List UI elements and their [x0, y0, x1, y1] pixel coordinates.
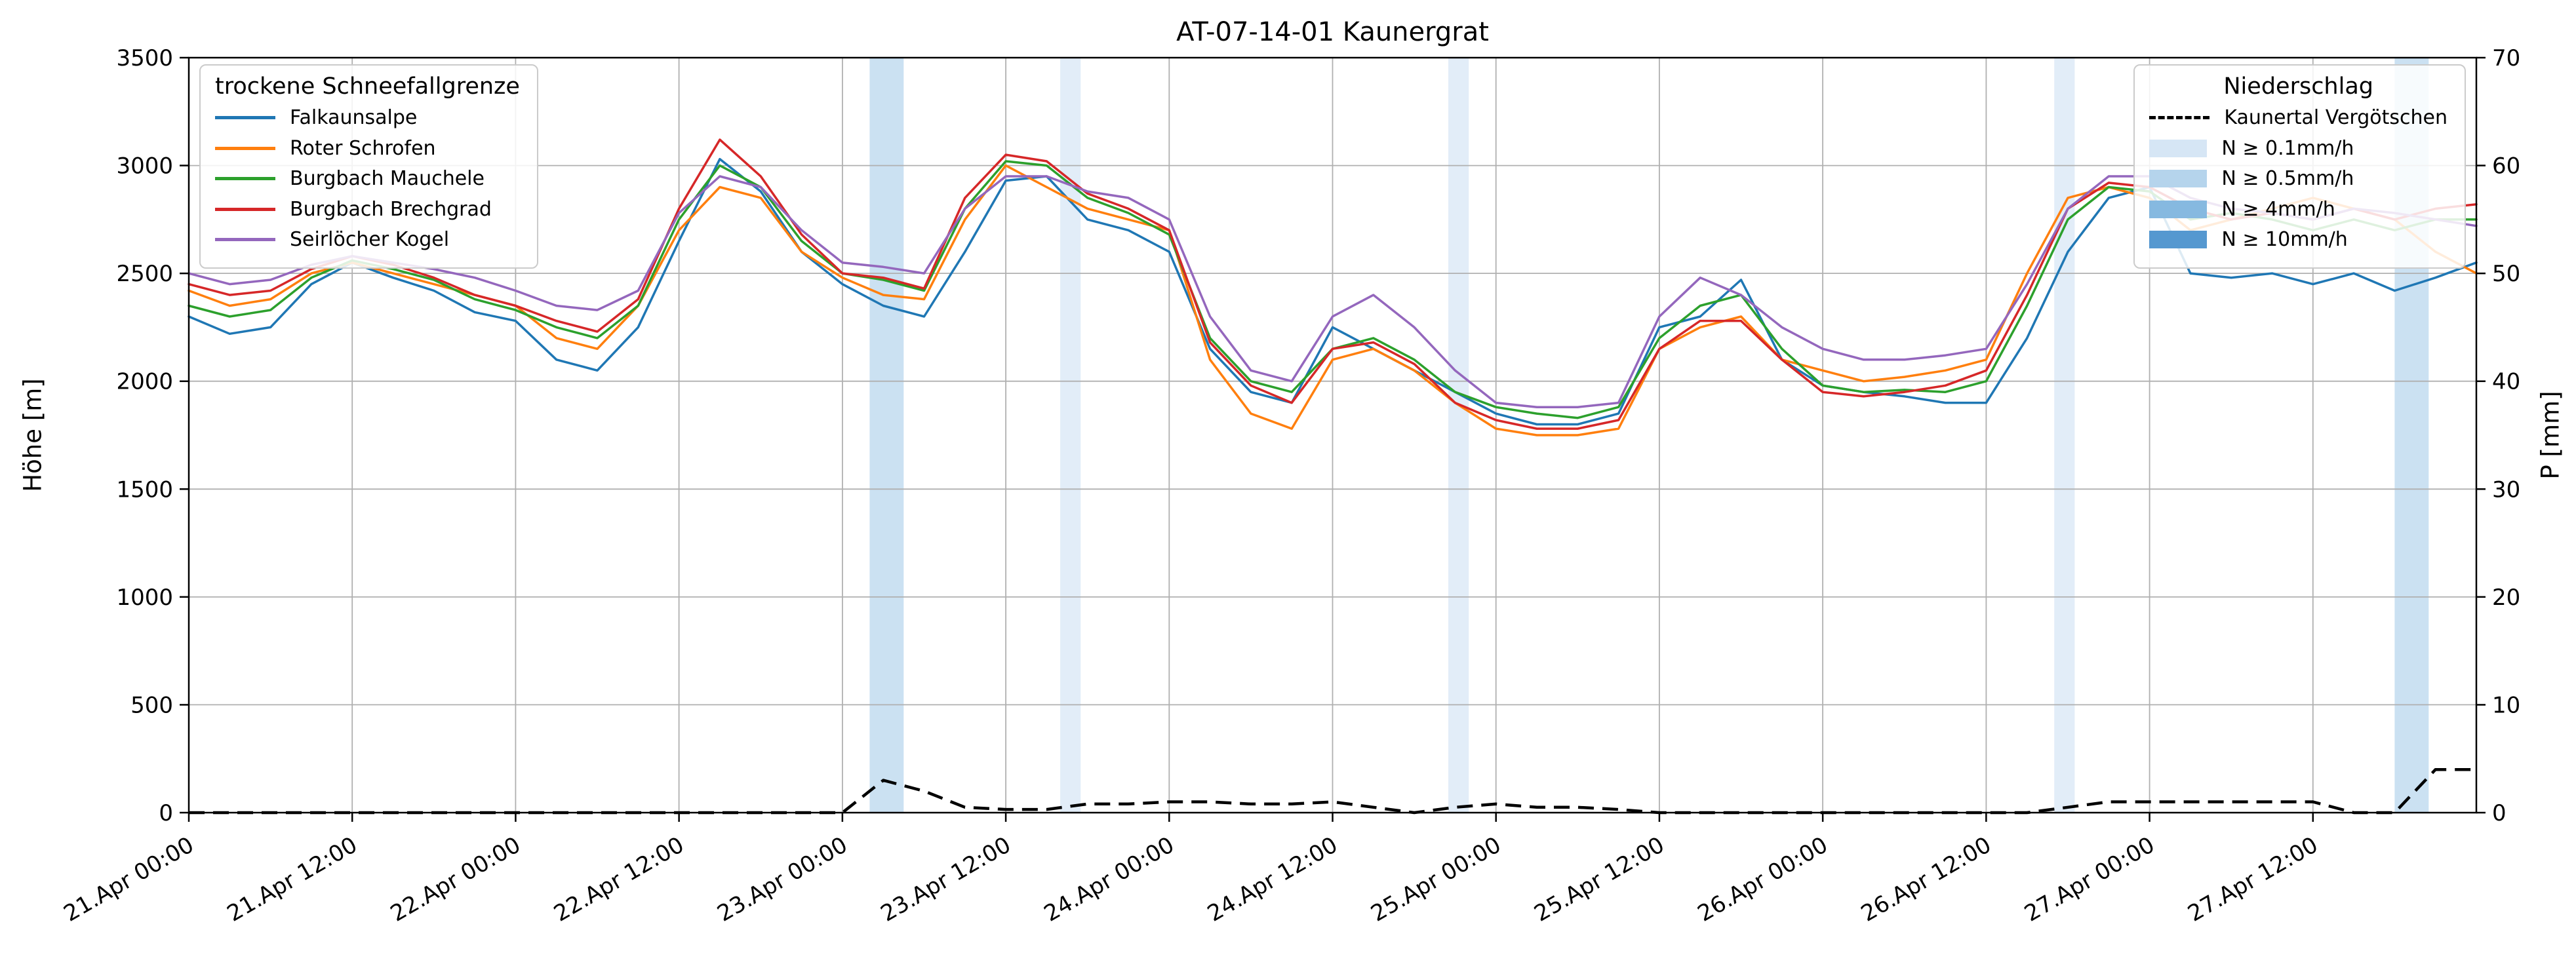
x-tick-label: 23.Apr 12:00: [877, 832, 1016, 927]
y-tick-label-left: 2500: [116, 261, 173, 287]
series-falkaunsalpe: [188, 157, 2478, 426]
legend-swatch-kaunertal-verg-tschen: [2149, 116, 2210, 120]
x-tick-label: 24.Apr 12:00: [1203, 832, 1342, 927]
y-tick-label-left: 1000: [116, 585, 173, 611]
legend-label-n-4mm-h: N ≥ 4mm/h: [2221, 197, 2335, 221]
legend-item-falkaunsalpe: Falkaunsalpe: [215, 106, 520, 130]
y-tick-label-right: 40: [2492, 369, 2520, 395]
y-axis-label-right: P [mm]: [2536, 391, 2565, 480]
y-tick-label-left: 2000: [116, 369, 173, 395]
legend-swatch-burgbach-mauchele: [215, 177, 275, 181]
legend-snowline-title: trockene Schneefallgrenze: [215, 73, 520, 100]
legend-item-n-0-5mm-h: N ≥ 0.5mm/h: [2149, 166, 2447, 191]
y-tick-label-right: 60: [2492, 153, 2520, 180]
y-tick-label-left: 0: [159, 800, 173, 826]
legend-item-seirl-cher-kogel: Seirlöcher Kogel: [215, 227, 520, 252]
y-tick-label-left: 500: [130, 692, 173, 718]
y-tick-label-right: 70: [2492, 45, 2520, 71]
legend-snowline-items: Falkaunsalpe Roter Schrofen Burgbach Mauch…: [215, 106, 520, 252]
y-tick-label-right: 20: [2492, 585, 2520, 611]
legend-item-roter-schrofen: Roter Schrofen: [215, 136, 520, 161]
series-precipitation: [189, 767, 2476, 815]
y-tick-label-left: 3500: [116, 45, 173, 71]
x-tick-label: 25.Apr 00:00: [1366, 832, 1505, 927]
x-tick-label: 27.Apr 00:00: [2020, 832, 2159, 927]
y-tick-label-right: 10: [2492, 692, 2520, 718]
legend-swatch-n-4mm-h: [2149, 200, 2208, 218]
legend-item-burgbach-brechgrad: Burgbach Brechgrad: [215, 197, 520, 222]
legend-swatch-falkaunsalpe: [215, 116, 275, 120]
y-tick-label-right: 0: [2492, 800, 2507, 826]
legend-label-burgbach-brechgrad: Burgbach Brechgrad: [290, 197, 492, 221]
precip-band: [2054, 58, 2075, 813]
legend-label-burgbach-mauchele: Burgbach Mauchele: [290, 167, 485, 190]
chart-title: AT-07-14-01 Kaunergrat: [1176, 17, 1489, 47]
legend-label-n-0-1mm-h: N ≥ 0.1mm/h: [2221, 136, 2354, 160]
x-tick-label: 24.Apr 00:00: [1040, 832, 1179, 927]
legend-label-seirl-cher-kogel: Seirlöcher Kogel: [290, 228, 450, 251]
legend-precipitation: Niederschlag Kaunertal Vergötschen N ≥ 0.…: [2133, 64, 2466, 269]
x-tick-label: 22.Apr 12:00: [549, 832, 688, 927]
legend-snowline: trockene Schneefallgrenze Falkaunsalpe Ro…: [199, 64, 538, 269]
y-tick-label-right: 30: [2492, 476, 2520, 503]
legend-item-kaunertal-verg-tschen: Kaunertal Vergötschen: [2149, 106, 2447, 130]
legend-precipitation-items: Kaunertal Vergötschen N ≥ 0.1mm/h N ≥ 0.5m…: [2149, 106, 2447, 252]
y-tick-label-left: 3000: [116, 153, 173, 180]
y-axis-label-left: Höhe [m]: [18, 378, 47, 492]
legend-swatch-roter-schrofen: [215, 146, 275, 150]
x-tick-label: 27.Apr 12:00: [2183, 832, 2322, 927]
legend-item-n-4mm-h: N ≥ 4mm/h: [2149, 197, 2447, 222]
series-seirl-cher-kogel: [188, 175, 2478, 408]
x-tick-label: 26.Apr 12:00: [1857, 832, 1996, 927]
precip-band: [1448, 58, 1469, 813]
y-tick-label-right: 50: [2492, 261, 2520, 287]
legend-swatch-seirl-cher-kogel: [215, 238, 275, 242]
legend-label-roter-schrofen: Roter Schrofen: [290, 136, 436, 160]
x-tick-label: 21.Apr 12:00: [223, 832, 362, 927]
legend-swatch-n-0-5mm-h: [2149, 170, 2208, 188]
legend-label-falkaunsalpe: Falkaunsalpe: [290, 106, 418, 129]
y-tick-label-left: 1500: [116, 476, 173, 503]
x-tick-label: 21.Apr 00:00: [60, 832, 199, 927]
series-burgbach-brechgrad: [188, 138, 2478, 430]
x-tick-label: 25.Apr 12:00: [1530, 832, 1669, 927]
x-tick-label: 26.Apr 00:00: [1694, 832, 1833, 927]
legend-swatch-n-10mm-h: [2149, 231, 2208, 249]
legend-item-n-0-1mm-h: N ≥ 0.1mm/h: [2149, 136, 2447, 161]
x-tick-label: 22.Apr 00:00: [386, 832, 525, 927]
legend-swatch-burgbach-brechgrad: [215, 207, 275, 211]
legend-precipitation-title: Niederschlag: [2223, 73, 2374, 100]
precip-band: [1060, 58, 1081, 813]
legend-label-n-10mm-h: N ≥ 10mm/h: [2221, 228, 2348, 251]
legend-swatch-n-0-1mm-h: [2149, 139, 2208, 157]
x-tick-label: 23.Apr 00:00: [713, 832, 852, 927]
precip-band: [869, 58, 904, 813]
legend-label-n-0-5mm-h: N ≥ 0.5mm/h: [2221, 167, 2354, 190]
legend-item-n-10mm-h: N ≥ 10mm/h: [2149, 227, 2447, 252]
legend-label-kaunertal-verg-tschen: Kaunertal Vergötschen: [2224, 106, 2447, 129]
legend-item-burgbach-mauchele: Burgbach Mauchele: [215, 166, 520, 191]
